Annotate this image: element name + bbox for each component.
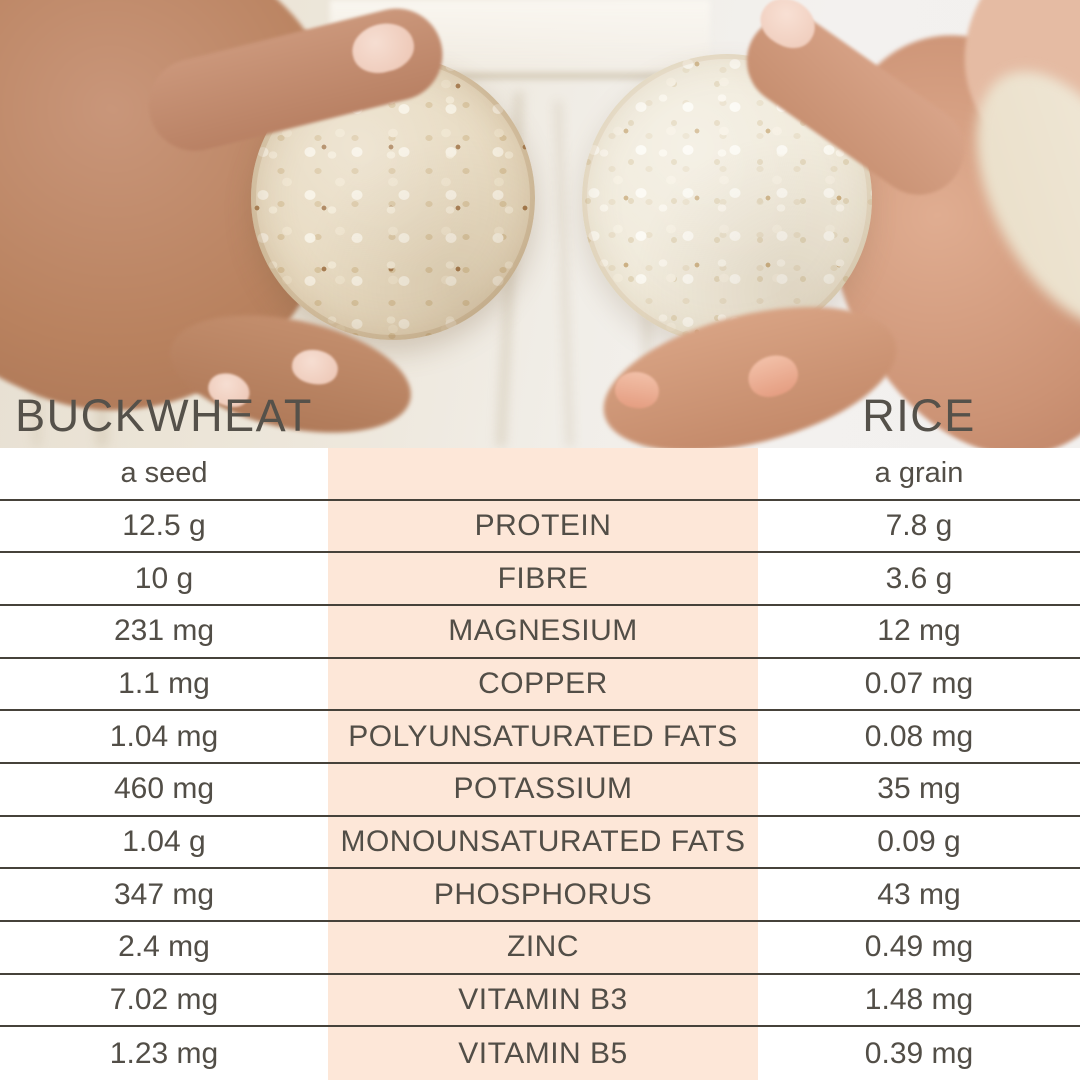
rice-unit-cell: a grain (874, 456, 964, 489)
buckwheat-value-cell: 1.1 mg (118, 666, 210, 700)
linen-fold (553, 99, 575, 448)
table-row: 12.5 g PROTEIN 7.8 g (0, 500, 1080, 554)
buckwheat-value-cell: 12.5 g (122, 508, 206, 542)
nutrient-label-cell: POTASSIUM (328, 764, 758, 815)
nutrient-label-cell: MONOUNSATURATED FATS (328, 816, 758, 868)
table-row: 347 mg PHOSPHORUS 43 mg (0, 869, 1080, 922)
nutrient-label-cell: POLYUNSATURATED FATS (328, 711, 758, 762)
nutrient-label-cell: VITAMIN B3 (328, 974, 758, 1026)
hero-photo: BUCKWHEAT RICE (0, 0, 1080, 448)
rice-value-cell: 1.48 mg (864, 982, 974, 1016)
nutrient-label-cell (328, 448, 758, 499)
table-row: 1.23 mg VITAMIN B5 0.39 mg (0, 1027, 1080, 1080)
nutrition-table: a seed a grain 12.5 g PROTEIN 7.8 g 10 g… (0, 448, 1080, 1080)
buckwheat-value-cell: 231 mg (113, 614, 215, 648)
buckwheat-unit-cell: a seed (120, 456, 208, 489)
nutrient-label-cell: PROTEIN (328, 500, 758, 552)
rice-value-cell: 35 mg (877, 772, 961, 806)
nutrient-label-cell: COPPER (328, 658, 758, 710)
buckwheat-value-cell: 1.04 mg (109, 719, 219, 753)
rice-value-cell: 43 mg (877, 877, 961, 911)
rice-value-cell: 0.49 mg (864, 930, 974, 964)
table-row: 10 g FIBRE 3.6 g (0, 553, 1080, 606)
rice-value-cell: 12 mg (877, 614, 961, 648)
buckwheat-value-cell: 460 mg (113, 772, 215, 806)
table-row: 2.4 mg ZINC 0.49 mg (0, 922, 1080, 975)
nutrient-label-cell: MAGNESIUM (328, 606, 758, 657)
rice-value-cell: 0.09 g (877, 824, 961, 858)
linen-seam (340, 72, 700, 80)
unit-row: a seed a grain (0, 448, 1080, 501)
buckwheat-title: BUCKWHEAT (15, 390, 313, 441)
table-row: 1.04 mg POLYUNSATURATED FATS 0.08 mg (0, 711, 1080, 764)
buckwheat-value-cell: 2.4 mg (118, 930, 210, 964)
table-row: 231 mg MAGNESIUM 12 mg (0, 606, 1080, 659)
rice-value-cell: 3.6 g (885, 561, 953, 595)
table-row: 1.1 mg COPPER 0.07 mg (0, 658, 1080, 712)
table-row: 1.04 g MONOUNSATURATED FATS 0.09 g (0, 816, 1080, 870)
rice-value-cell: 0.08 mg (864, 719, 974, 753)
buckwheat-value-cell: 347 mg (113, 877, 215, 911)
buckwheat-cake-photo (251, 56, 535, 340)
buckwheat-value-cell: 7.02 mg (109, 982, 219, 1016)
rice-value-cell: 7.8 g (885, 508, 953, 542)
table-row: 7.02 mg VITAMIN B3 1.48 mg (0, 974, 1080, 1028)
rice-value-cell: 0.07 mg (864, 666, 974, 700)
nutrient-label-cell: VITAMIN B5 (328, 1027, 758, 1080)
rice-value-cell: 0.39 mg (864, 1036, 974, 1070)
buckwheat-value-cell: 10 g (134, 561, 194, 595)
nutrient-label-cell: ZINC (328, 922, 758, 973)
rice-title: RICE (862, 390, 976, 441)
table-row: 460 mg POTASSIUM 35 mg (0, 764, 1080, 817)
nutrient-label-cell: PHOSPHORUS (328, 869, 758, 920)
nutrient-label-cell: FIBRE (328, 553, 758, 604)
buckwheat-value-cell: 1.04 g (122, 824, 206, 858)
buckwheat-value-cell: 1.23 mg (109, 1036, 219, 1070)
